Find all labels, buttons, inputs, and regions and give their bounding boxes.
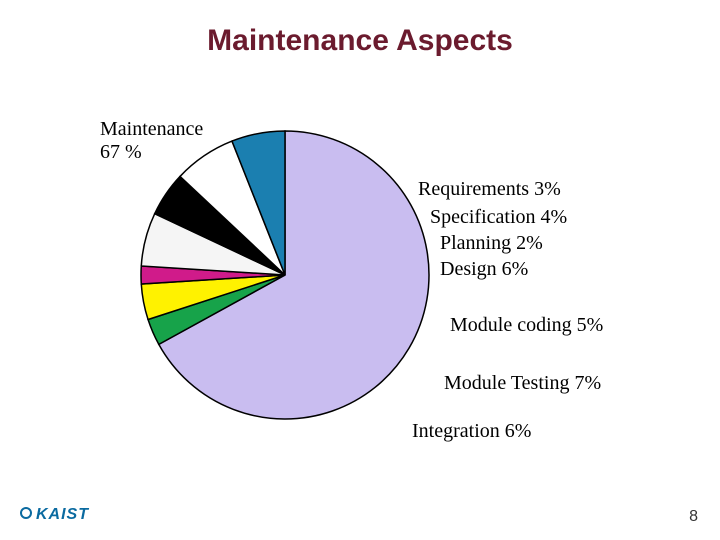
label-integration: Integration 6% [412, 420, 531, 443]
label-maintenance-line1: Maintenance [100, 118, 203, 141]
logo-dot-icon [20, 507, 32, 519]
label-requirements: Requirements 3% [418, 178, 561, 201]
slide-title: Maintenance Aspects [0, 24, 720, 58]
kaist-logo: KAIST [20, 506, 89, 524]
pie-chart [140, 130, 430, 420]
label-planning: Planning 2% [440, 232, 543, 255]
page-number: 8 [689, 508, 698, 526]
label-specification: Specification 4% [430, 206, 567, 229]
label-module-coding: Module coding 5% [450, 314, 603, 337]
label-maintenance-line2: 67 % [100, 141, 142, 164]
label-design: Design 6% [440, 258, 528, 281]
logo-text: KAIST [36, 506, 89, 523]
label-module-testing: Module Testing 7% [444, 372, 601, 395]
